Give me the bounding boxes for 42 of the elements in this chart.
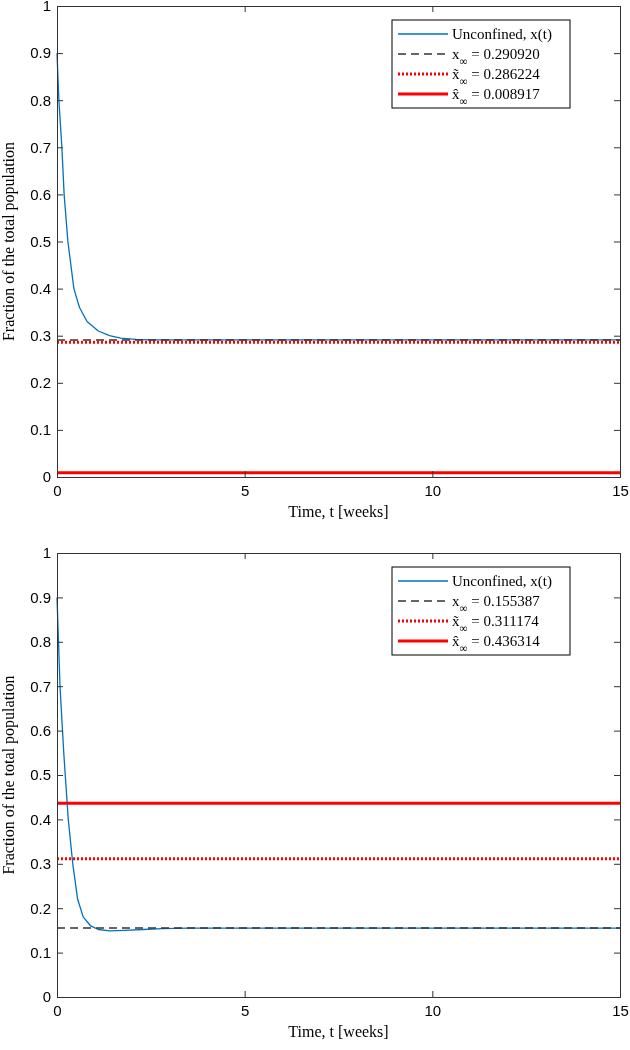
x-tick-label: 10 — [424, 1001, 442, 1019]
x-tick-label: 5 — [240, 1001, 250, 1019]
x-tick-label: 0 — [53, 481, 62, 499]
x-axis-title: Time, t [weeks] — [288, 1023, 389, 1040]
legend-label: x̃$_{∞}$ = 0.286224 — [452, 66, 541, 87]
y-tick-label: 0.7 — [30, 677, 51, 695]
y-tick-label: 0.5 — [30, 232, 51, 250]
legend-label: x̂$_{∞}$ = 0.008917 — [452, 86, 541, 107]
x-tick-label: 0 — [53, 1001, 62, 1019]
y-tick-label: 0.9 — [30, 44, 51, 62]
legend-label: x$_{∞}$ = 0.290920 — [452, 46, 540, 67]
legend-label: x̃$_{∞}$ = 0.311174 — [452, 613, 540, 634]
y-tick-label: 0.3 — [30, 327, 51, 344]
y-tick-label: 0.8 — [30, 91, 51, 109]
x-tick-label: 5 — [240, 481, 250, 499]
legend-label: x̂$_{∞}$ = 0.436314 — [452, 633, 541, 654]
y-tick-label: 0.7 — [30, 138, 51, 156]
y-axis-title: Fraction of the total population — [0, 141, 18, 342]
y-tick-label: 0 — [42, 988, 51, 1006]
y-tick-label: 0.4 — [30, 279, 51, 297]
legend-label: Unconfined, x(t) — [452, 26, 552, 43]
x-axis-title: Time, t [weeks] — [288, 503, 389, 520]
x-tick-label: 15 — [612, 481, 629, 499]
y-tick-label: 0.6 — [30, 185, 51, 203]
y-tick-label: 0.1 — [30, 943, 51, 961]
y-axis-title: Fraction of the total population — [0, 675, 18, 875]
y-tick-label: 0.5 — [30, 766, 51, 784]
y-tick-label: 0.6 — [30, 721, 51, 739]
y-tick-label: 0.4 — [30, 810, 51, 828]
y-tick-label: 1 — [42, 544, 51, 562]
y-tick-label: 0 — [42, 468, 51, 486]
y-tick-label: 0.2 — [30, 899, 51, 917]
y-tick-label: 0.8 — [30, 633, 51, 651]
y-tick-label: 0.2 — [30, 374, 51, 392]
x-tick-label: 10 — [424, 481, 442, 499]
legend-label: x$_{∞}$ = 0.155387 — [452, 593, 541, 614]
legend-label: Unconfined, x(t) — [452, 573, 552, 590]
y-tick-label: 0.3 — [30, 855, 51, 873]
x-tick-label: 15 — [612, 1001, 629, 1019]
y-tick-label: 1 — [42, 0, 51, 15]
y-tick-label: 0.1 — [30, 421, 51, 439]
y-tick-label: 0.9 — [30, 588, 51, 606]
